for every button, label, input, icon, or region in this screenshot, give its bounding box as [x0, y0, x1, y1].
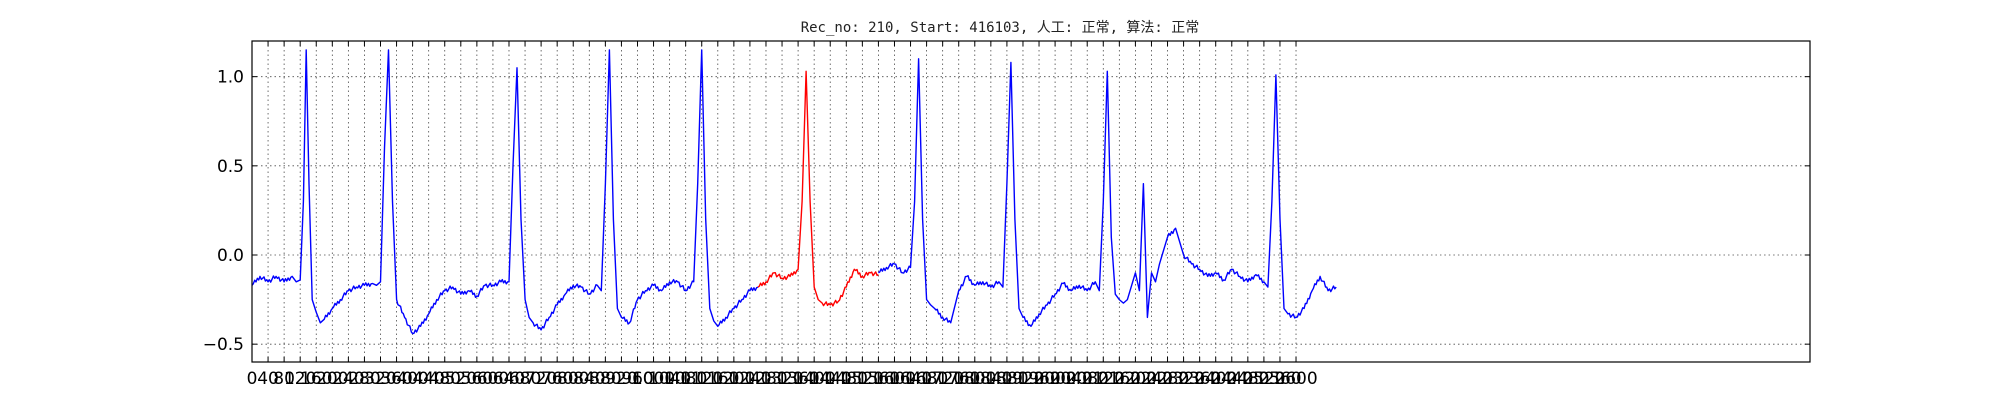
- x-tick-label: 2080: [1066, 369, 1109, 389]
- x-tick-label: 1320: [760, 369, 803, 389]
- x-tick-label: 280: [348, 369, 380, 389]
- x-tick-label: 480: [429, 369, 461, 389]
- x-tick-label: 960: [621, 369, 653, 389]
- chart-title: Rec_no: 210, Start: 416103, 人工: 正常, 算法: …: [800, 20, 1200, 36]
- x-tick-label: 1520: [841, 369, 884, 389]
- y-tick-labels: −0.5 0.0 0.5 1.0: [203, 68, 244, 355]
- x-tick-label: 1720: [921, 369, 964, 389]
- tick-marks: [251, 41, 1810, 362]
- ecg-series-line-3: [878, 58, 1337, 327]
- x-tick-label: 80: [273, 369, 295, 389]
- x-tick-label: 2040: [1050, 369, 1093, 389]
- y-tick-label: 0.0: [217, 246, 244, 266]
- x-tick-label: 360: [380, 369, 412, 389]
- x-tick-label: 1840: [969, 369, 1012, 389]
- x-tick-label: 760: [541, 369, 573, 389]
- x-tick-label: 1640: [889, 369, 932, 389]
- x-tick-label: 2600: [1274, 369, 1317, 389]
- x-tick-label: 1000: [632, 369, 675, 389]
- grid: [251, 41, 1810, 362]
- x-tick-label: 200: [316, 369, 348, 389]
- x-tick-labels: 0 408012016020024028032036040044048052056…: [247, 369, 1318, 389]
- x-tick-label: 800: [557, 369, 589, 389]
- x-tick-label: 880: [589, 369, 621, 389]
- x-tick-label: 40: [257, 369, 279, 389]
- x-tick-label: 2280: [1146, 369, 1189, 389]
- x-tick-label: 1760: [937, 369, 980, 389]
- x-tick-label: 400: [396, 369, 428, 389]
- x-tick-label: 2120: [1082, 369, 1125, 389]
- x-tick-label: 520: [445, 369, 477, 389]
- x-tick-label: 2360: [1178, 369, 1221, 389]
- x-tick-label: 440: [412, 369, 444, 389]
- x-tick-label: 2400: [1194, 369, 1237, 389]
- x-tick-label: 920: [605, 369, 637, 389]
- x-tick-label: 640: [493, 369, 525, 389]
- x-tick-label: 1920: [1001, 369, 1044, 389]
- x-tick-label: 1040: [648, 369, 691, 389]
- x-tick-label: 1160: [696, 369, 739, 389]
- x-tick-label: 2520: [1242, 369, 1285, 389]
- x-tick-label: 1960: [1017, 369, 1060, 389]
- x-tick-label: 1280: [744, 369, 787, 389]
- x-tick-label: 560: [461, 369, 493, 389]
- y-tick-label: 0.5: [217, 157, 244, 177]
- x-tick-label: 1600: [873, 369, 916, 389]
- y-tick-label: −0.5: [203, 335, 244, 355]
- x-tick-label: 1480: [825, 369, 868, 389]
- x-tick-label: 2200: [1114, 369, 1157, 389]
- x-tick-label: 2480: [1226, 369, 1269, 389]
- x-tick-label: 2160: [1098, 369, 1141, 389]
- x-tick-label: 1800: [953, 369, 996, 389]
- x-tick-label: 1080: [664, 369, 707, 389]
- x-tick-label: 720: [525, 369, 557, 389]
- ecg-series-line-1: [251, 49, 759, 335]
- y-tick-label: 1.0: [217, 68, 244, 88]
- x-tick-label: 2000: [1033, 369, 1076, 389]
- x-tick-label: 680: [509, 369, 541, 389]
- x-tick-label: 2440: [1210, 369, 1253, 389]
- ecg-series-line-2: [757, 70, 879, 307]
- x-tick-label: 1240: [728, 369, 771, 389]
- x-tick-label: 600: [477, 369, 509, 389]
- x-tick-label: 1560: [857, 369, 900, 389]
- x-tick-label: 240: [332, 369, 364, 389]
- x-tick-label: 1360: [776, 369, 819, 389]
- x-tick-label: 1440: [809, 369, 852, 389]
- x-tick-label: 160: [300, 369, 332, 389]
- x-tick-label: 0: [247, 369, 258, 389]
- x-tick-label: 1400: [793, 369, 836, 389]
- x-tick-label: 2560: [1258, 369, 1301, 389]
- x-tick-label: 120: [284, 369, 316, 389]
- x-tick-label: 2320: [1162, 369, 1205, 389]
- x-tick-label: 840: [573, 369, 605, 389]
- x-tick-label: 1200: [712, 369, 755, 389]
- x-tick-label: 320: [364, 369, 396, 389]
- x-tick-label: 2240: [1130, 369, 1173, 389]
- x-tick-label: 1120: [680, 369, 723, 389]
- x-tick-label: 1680: [905, 369, 948, 389]
- series-group: [251, 49, 1337, 335]
- x-tick-label: 1880: [985, 369, 1028, 389]
- plot-frame: [251, 40, 1811, 363]
